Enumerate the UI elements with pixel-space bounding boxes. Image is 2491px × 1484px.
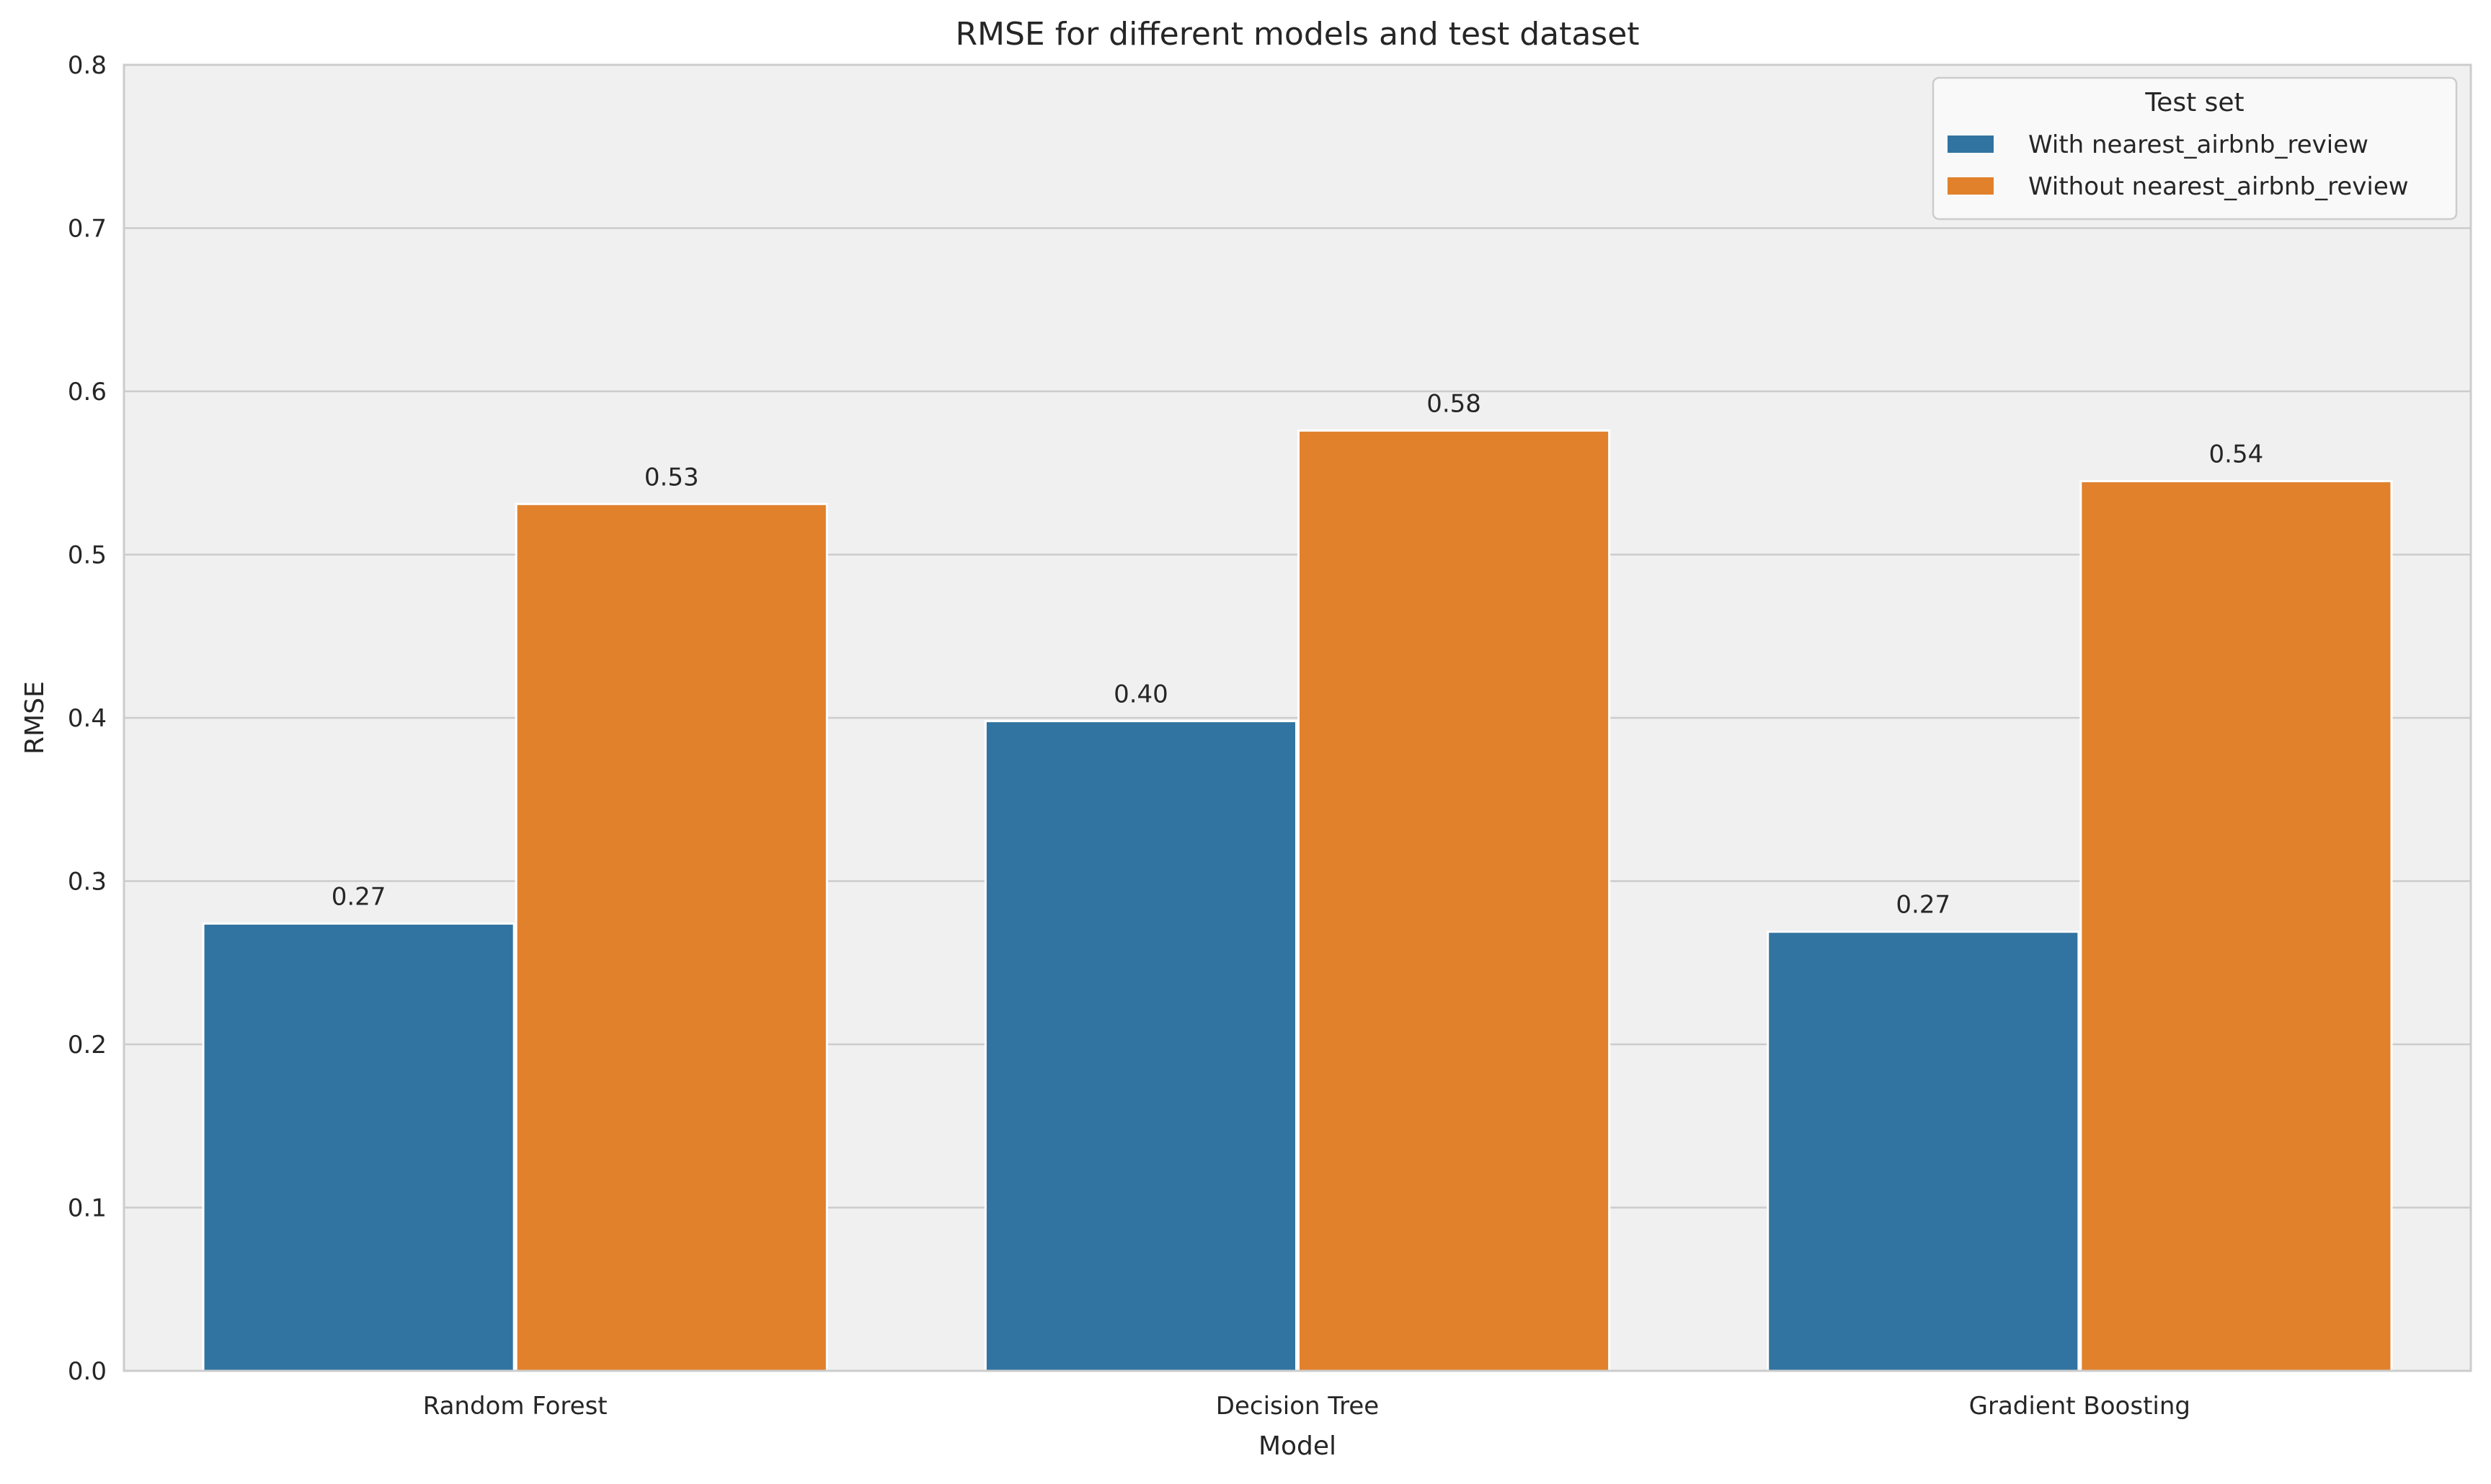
bar (984, 720, 1298, 1372)
bar (1297, 429, 1611, 1372)
y-tick-label: 0.0 (68, 1357, 107, 1386)
bar (202, 922, 515, 1372)
y-axis-ticks: 0.0 0.1 0.2 0.3 0.4 0.5 0.6 0.7 0.8 (68, 51, 107, 1386)
y-tick-label: 0.2 (68, 1031, 107, 1059)
x-tick-label: Decision Tree (1216, 1392, 1379, 1421)
legend-swatch (1948, 135, 1994, 153)
plot-frame (123, 63, 2472, 1372)
bar-value-label: 0.54 (2209, 440, 2264, 469)
legend-item-label: With nearest_airbnb_review (2028, 130, 2368, 159)
bar-value-label: 0.27 (332, 882, 386, 911)
bar-value-label: 0.40 (1114, 680, 1168, 709)
bar-value-label: 0.27 (1896, 891, 1950, 920)
bars (202, 429, 2393, 1372)
legend: Test set With nearest_airbnb_review Witho… (1932, 76, 2458, 221)
bar-value-label: 0.53 (644, 463, 699, 492)
x-tick-label: Gradient Boosting (1969, 1392, 2190, 1421)
legend-box (1932, 76, 2458, 221)
y-tick-label: 0.7 (68, 215, 107, 244)
y-tick-label: 0.5 (68, 541, 107, 570)
y-tick-label: 0.8 (68, 51, 107, 80)
x-axis-title: Model (1258, 1431, 1336, 1461)
x-tick-label: Random Forest (423, 1392, 608, 1421)
bar-value-labels: 0.27 0.53 0.40 0.58 0.27 0.54 (332, 389, 2264, 919)
x-axis-ticks: Random Forest Decision Tree Gradient Boost… (423, 1392, 2190, 1421)
y-tick-label: 0.1 (68, 1194, 107, 1223)
y-tick-label: 0.4 (68, 704, 107, 733)
bar (515, 502, 828, 1372)
bar (2079, 480, 2393, 1372)
y-tick-label: 0.3 (68, 868, 107, 897)
y-axis-title: RMSE (20, 681, 50, 755)
bar-value-label: 0.58 (1426, 389, 1481, 418)
legend-swatch (1948, 177, 1994, 195)
y-tick-label: 0.6 (68, 378, 107, 406)
bar (1767, 930, 2080, 1372)
legend-title: Test set (2144, 88, 2244, 117)
legend-item-label: Without nearest_airbnb_review (2028, 172, 2409, 201)
chart-title: RMSE for different models and test datas… (955, 16, 1639, 53)
